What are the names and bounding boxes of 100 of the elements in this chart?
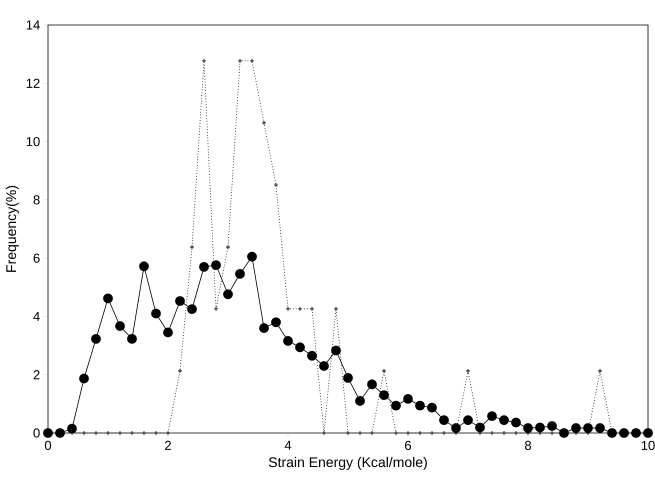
point	[142, 430, 146, 436]
point	[559, 428, 569, 438]
point	[151, 308, 161, 318]
x-tick-label: 0	[44, 440, 52, 450]
point	[499, 415, 509, 426]
point	[523, 423, 533, 433]
point	[214, 306, 218, 312]
point	[103, 293, 113, 304]
y-tick-label: 10	[26, 136, 40, 146]
x-tick-label: 6	[405, 440, 412, 450]
point	[55, 428, 65, 438]
point	[379, 390, 389, 400]
x-tick-label: 2	[165, 440, 171, 450]
point	[283, 336, 293, 346]
point	[502, 430, 506, 436]
point	[418, 430, 422, 436]
point	[115, 321, 125, 331]
x-axis-title: Strain Energy (Kcal/mole)	[268, 456, 427, 470]
point	[607, 428, 617, 438]
point	[346, 430, 350, 436]
x-tick-label: 8	[524, 440, 532, 450]
point	[355, 396, 365, 406]
point	[583, 423, 593, 433]
point	[439, 415, 449, 426]
point	[571, 423, 581, 433]
point	[475, 422, 485, 432]
point	[259, 323, 269, 333]
point	[298, 306, 302, 312]
point	[271, 317, 281, 328]
point	[367, 379, 377, 390]
point	[631, 428, 641, 438]
point	[223, 289, 233, 300]
point	[286, 306, 290, 312]
point	[430, 430, 434, 436]
point	[394, 430, 398, 436]
point	[595, 423, 605, 433]
point	[442, 430, 446, 436]
point	[343, 373, 353, 383]
point	[247, 252, 257, 262]
point	[310, 306, 314, 312]
point	[514, 430, 518, 436]
point	[307, 350, 317, 361]
point	[235, 268, 245, 279]
point	[226, 244, 230, 250]
point	[175, 296, 185, 306]
point	[547, 421, 557, 431]
y-tick-label: 12	[26, 78, 40, 88]
point	[511, 418, 521, 428]
point	[550, 430, 554, 436]
point	[199, 262, 209, 272]
y-tick-label: 2	[34, 370, 40, 380]
point	[262, 120, 266, 126]
point	[334, 306, 338, 312]
point	[166, 430, 170, 436]
point	[487, 411, 497, 421]
point	[463, 415, 473, 426]
point	[82, 430, 86, 436]
point	[535, 422, 545, 432]
point	[643, 428, 653, 438]
point	[370, 430, 374, 436]
point	[427, 402, 437, 413]
point	[178, 368, 182, 374]
point	[190, 244, 194, 250]
point	[67, 424, 77, 434]
point	[358, 430, 362, 436]
point	[127, 334, 137, 344]
point	[139, 261, 149, 272]
y-axis-title: Frequency(%)	[6, 186, 19, 272]
point	[211, 260, 221, 270]
point	[319, 361, 329, 371]
point	[130, 430, 134, 436]
y-tick-label: 14	[26, 20, 40, 30]
point	[403, 394, 413, 404]
point	[382, 368, 386, 374]
point	[118, 430, 122, 436]
point	[406, 430, 410, 436]
point	[79, 374, 89, 384]
point	[154, 430, 158, 436]
point	[331, 346, 341, 356]
point	[43, 428, 53, 438]
y-tick-label: 6	[34, 254, 40, 263]
point	[295, 342, 305, 352]
point	[94, 430, 98, 436]
y-tick-label: 0	[33, 428, 40, 438]
point	[466, 368, 470, 374]
point	[490, 430, 494, 436]
x-tick-label: 10	[642, 440, 655, 450]
point	[322, 430, 326, 436]
x-tick-label: 4	[284, 440, 292, 450]
y-tick-label: 4	[33, 312, 40, 321]
point	[91, 334, 101, 344]
point	[451, 423, 461, 433]
point	[163, 328, 173, 338]
point	[415, 400, 425, 411]
y-tick-label: 8	[34, 195, 40, 204]
point	[598, 368, 602, 374]
point	[619, 428, 629, 438]
point	[391, 400, 401, 411]
point	[274, 182, 278, 188]
point	[187, 304, 197, 314]
